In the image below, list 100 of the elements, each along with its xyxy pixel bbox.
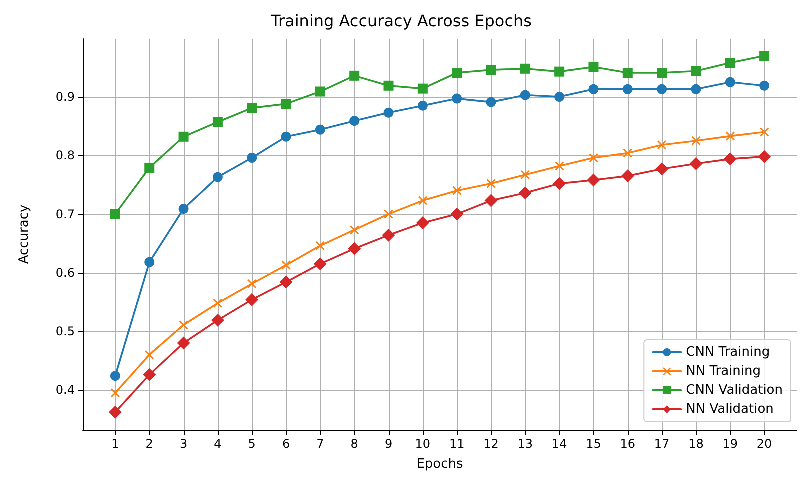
y-tick-label: 0.4 bbox=[56, 383, 75, 398]
point bbox=[144, 162, 155, 173]
point bbox=[622, 84, 633, 94]
point bbox=[692, 136, 701, 146]
point bbox=[760, 128, 770, 137]
point bbox=[657, 68, 668, 78]
point bbox=[418, 196, 428, 206]
x-tick-label: 4 bbox=[214, 437, 222, 451]
chart-title: Training Accuracy Across Epochs bbox=[270, 12, 532, 30]
point bbox=[178, 204, 189, 214]
point bbox=[384, 108, 394, 118]
point bbox=[108, 406, 122, 419]
point bbox=[555, 162, 564, 171]
y-tick-label: 0.9 bbox=[56, 90, 75, 104]
legend-label: CNN Training bbox=[686, 345, 770, 360]
x-tick-label: 10 bbox=[415, 437, 431, 451]
point bbox=[587, 174, 600, 187]
point bbox=[486, 179, 496, 188]
point bbox=[350, 116, 360, 126]
point bbox=[350, 70, 360, 81]
point bbox=[248, 280, 257, 289]
point bbox=[211, 314, 224, 327]
point bbox=[588, 62, 599, 72]
point bbox=[110, 388, 120, 398]
point bbox=[520, 170, 530, 180]
x-tick-label: 20 bbox=[756, 437, 772, 451]
point bbox=[658, 140, 667, 150]
point bbox=[213, 298, 222, 308]
point bbox=[724, 152, 737, 166]
x-tick-label: 13 bbox=[518, 437, 534, 451]
x-tick-label: 3 bbox=[180, 437, 188, 451]
point bbox=[314, 258, 327, 271]
y-tick-label: 0.7 bbox=[56, 207, 75, 222]
point bbox=[623, 148, 632, 158]
y-tick-label: 0.8 bbox=[56, 148, 75, 163]
point bbox=[484, 194, 498, 208]
x-tick-label: 17 bbox=[654, 437, 670, 451]
point bbox=[589, 154, 598, 162]
y-tick-label: 0.6 bbox=[56, 266, 75, 280]
point bbox=[281, 99, 292, 110]
legend-label: NN Training bbox=[686, 364, 762, 379]
point bbox=[281, 132, 292, 142]
x-tick-label: 12 bbox=[484, 437, 499, 451]
point bbox=[316, 241, 325, 250]
point bbox=[418, 84, 428, 94]
point bbox=[143, 368, 156, 382]
point bbox=[178, 132, 189, 142]
point bbox=[691, 66, 702, 76]
point bbox=[452, 186, 462, 196]
point bbox=[656, 162, 669, 176]
x-tick-label: 5 bbox=[248, 437, 256, 451]
point bbox=[622, 68, 633, 78]
point bbox=[450, 208, 464, 221]
point bbox=[246, 293, 259, 306]
point bbox=[384, 80, 394, 91]
point bbox=[348, 242, 362, 256]
point bbox=[760, 80, 770, 91]
point bbox=[486, 65, 496, 76]
x-tick-label: 16 bbox=[620, 437, 636, 451]
point bbox=[416, 216, 430, 230]
point bbox=[725, 58, 736, 68]
point bbox=[212, 117, 223, 128]
point bbox=[212, 172, 223, 182]
x-tick-label: 19 bbox=[722, 437, 738, 451]
point bbox=[588, 84, 599, 94]
point bbox=[452, 68, 462, 78]
point bbox=[282, 260, 291, 270]
point bbox=[280, 276, 293, 289]
point bbox=[110, 209, 120, 220]
point bbox=[726, 132, 735, 141]
x-tick-label: 9 bbox=[384, 437, 393, 451]
point bbox=[621, 170, 634, 183]
point bbox=[553, 177, 566, 190]
point bbox=[382, 228, 396, 242]
point bbox=[315, 86, 326, 97]
x-tick-label: 8 bbox=[350, 437, 358, 451]
point bbox=[350, 226, 360, 235]
point bbox=[690, 157, 703, 170]
point bbox=[657, 84, 668, 94]
point bbox=[452, 94, 462, 104]
x-tick-label: 6 bbox=[282, 437, 290, 451]
point bbox=[418, 100, 428, 111]
x-tick-label: 1 bbox=[112, 437, 120, 451]
point bbox=[518, 186, 532, 200]
point bbox=[144, 257, 155, 268]
point bbox=[110, 371, 120, 382]
point bbox=[725, 77, 736, 88]
x-tick-label: 18 bbox=[688, 437, 704, 451]
y-tick-label: 0.5 bbox=[56, 324, 75, 339]
point bbox=[554, 66, 565, 77]
point bbox=[520, 64, 530, 74]
x-tick-label: 11 bbox=[449, 437, 465, 451]
x-tick-label: 15 bbox=[586, 437, 602, 451]
point bbox=[520, 90, 530, 100]
x-tick-label: 2 bbox=[146, 437, 154, 451]
point bbox=[760, 51, 770, 61]
point bbox=[145, 350, 154, 360]
point bbox=[247, 103, 258, 114]
point bbox=[486, 97, 496, 108]
point bbox=[384, 210, 394, 219]
